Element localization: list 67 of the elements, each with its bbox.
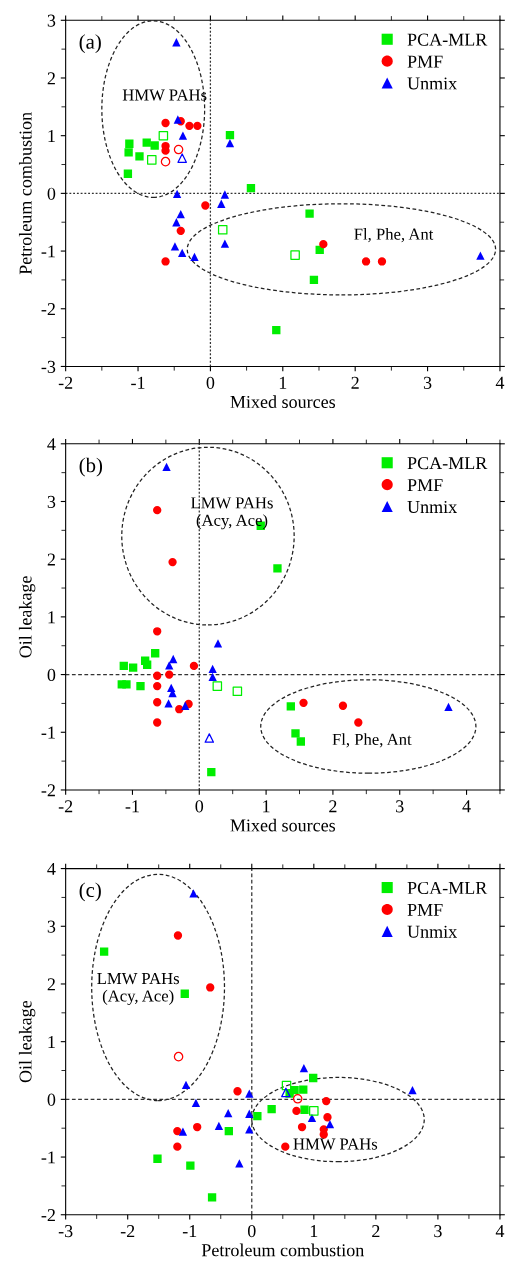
legend-label: PMF bbox=[407, 55, 443, 68]
legend-label: Unmix bbox=[407, 500, 457, 514]
annotation: (b) bbox=[79, 457, 103, 477]
annotation: Fl, Phe, Ant bbox=[332, 733, 412, 748]
y-tick-label: 0 bbox=[47, 1093, 56, 1106]
x-axis-title: Mixed sources bbox=[230, 818, 336, 832]
legend-label: Unmix bbox=[407, 77, 457, 90]
y-axis-title: Oil leakage bbox=[18, 576, 36, 658]
legend-label: PCA-MLR bbox=[407, 881, 488, 895]
y-tick-label: 2 bbox=[47, 72, 55, 85]
x-tick-label: 4 bbox=[462, 800, 471, 813]
y-tick-label: 2 bbox=[47, 553, 55, 566]
legend-label: PMF bbox=[407, 479, 443, 491]
legend-label: PCA-MLR bbox=[407, 457, 488, 470]
annotation: LMW PAHs (Acy, Ace) bbox=[97, 972, 180, 1005]
x-tick-label: 4 bbox=[495, 1225, 505, 1237]
y-tick-label: 0 bbox=[47, 187, 56, 200]
x-tick-label: -3 bbox=[58, 1225, 73, 1238]
annotation: HMW PAHs bbox=[122, 89, 207, 101]
y-tick-label: 1 bbox=[48, 611, 55, 624]
y-tick-label: 1 bbox=[48, 130, 55, 142]
y-tick-label: 3 bbox=[47, 14, 56, 27]
x-tick-label: 1 bbox=[279, 376, 287, 389]
y-tick-label: -2 bbox=[41, 784, 55, 797]
legend-label: Unmix bbox=[407, 925, 457, 938]
x-tick-label: 2 bbox=[329, 800, 337, 813]
x-tick-label: -1 bbox=[182, 1225, 197, 1237]
x-tick-label: -1 bbox=[125, 800, 139, 813]
y-tick-label: -1 bbox=[41, 726, 55, 739]
y-tick-label: 3 bbox=[47, 920, 56, 933]
y-tick-label: -2 bbox=[41, 303, 55, 316]
y-tick-label: 4 bbox=[47, 862, 56, 875]
x-tick-label: 1 bbox=[263, 800, 270, 813]
x-tick-label: 2 bbox=[351, 376, 359, 389]
y-axis-title: Petroleum combustion bbox=[18, 112, 32, 275]
x-tick-label: 0 bbox=[206, 376, 215, 389]
x-tick-label: 0 bbox=[195, 800, 204, 813]
x-tick-label: -2 bbox=[58, 376, 73, 389]
x-tick-label: 2 bbox=[372, 1225, 380, 1237]
y-tick-label: 2 bbox=[47, 978, 55, 991]
x-tick-label: 0 bbox=[247, 1224, 256, 1238]
x-tick-label: -2 bbox=[58, 800, 73, 813]
x-axis-title: Petroleum combustion bbox=[201, 1243, 365, 1257]
annotation: (c) bbox=[79, 882, 101, 902]
x-tick-label: -1 bbox=[131, 376, 145, 389]
y-tick-label: -1 bbox=[41, 1151, 55, 1164]
x-axis-title: Mixed sources bbox=[230, 395, 336, 409]
x-tick-label: 3 bbox=[434, 1225, 442, 1238]
y-tick-label: 4 bbox=[47, 438, 56, 451]
y-tick-label: 1 bbox=[48, 1036, 55, 1048]
y-axis-title: Oil leakage bbox=[18, 1000, 36, 1083]
y-tick-label: -1 bbox=[41, 245, 55, 258]
y-tick-label: 0 bbox=[47, 668, 56, 682]
x-tick-label: 3 bbox=[396, 800, 404, 813]
x-tick-label: 1 bbox=[310, 1225, 318, 1237]
annotation: HMW PAHs bbox=[293, 1138, 378, 1150]
legend-label: PCA-MLR bbox=[407, 33, 488, 46]
annotation: Fl, Phe, Ant bbox=[354, 228, 434, 243]
legend-label: PMF bbox=[407, 903, 443, 916]
x-tick-label: 3 bbox=[423, 376, 432, 389]
y-tick-label: 3 bbox=[47, 495, 56, 508]
y-tick-label: -3 bbox=[41, 360, 56, 373]
annotation: LMW PAHs (Acy, Ace) bbox=[191, 497, 273, 530]
x-tick-label: -2 bbox=[120, 1225, 135, 1237]
annotation: (a) bbox=[79, 34, 101, 54]
y-tick-label: -2 bbox=[41, 1209, 55, 1222]
x-tick-label: 4 bbox=[495, 376, 505, 389]
